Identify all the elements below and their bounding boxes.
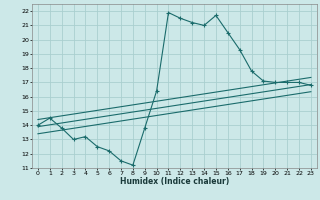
X-axis label: Humidex (Indice chaleur): Humidex (Indice chaleur) (120, 177, 229, 186)
